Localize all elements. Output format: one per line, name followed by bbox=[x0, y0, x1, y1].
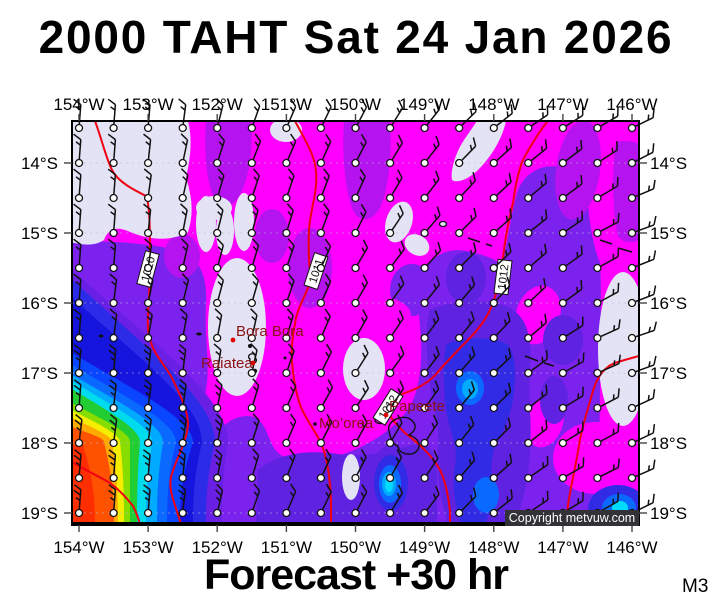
svg-text:148°W: 148°W bbox=[468, 95, 519, 114]
svg-text:Papeete: Papeete bbox=[389, 398, 445, 415]
svg-text:149°W: 149°W bbox=[399, 538, 450, 557]
svg-text:154°W: 154°W bbox=[53, 95, 104, 114]
svg-text:Forecast +30 hr: Forecast +30 hr bbox=[204, 551, 509, 599]
svg-text:151°W: 151°W bbox=[261, 95, 312, 114]
svg-text:153°W: 153°W bbox=[122, 538, 173, 557]
svg-text:153°W: 153°W bbox=[122, 95, 173, 114]
svg-text:1012: 1012 bbox=[496, 264, 511, 291]
svg-text:152°W: 152°W bbox=[192, 538, 243, 557]
svg-text:147°W: 147°W bbox=[537, 538, 588, 557]
svg-text:Mo’orea: Mo’orea bbox=[319, 415, 374, 432]
svg-text:14°S: 14°S bbox=[21, 154, 58, 173]
svg-text:151°W: 151°W bbox=[261, 538, 312, 557]
svg-text:16°S: 16°S bbox=[650, 294, 687, 313]
svg-text:150°W: 150°W bbox=[330, 538, 381, 557]
svg-text:2000 TAHT Sat 24 Jan 2026: 2000 TAHT Sat 24 Jan 2026 bbox=[39, 11, 674, 63]
svg-text:17°S: 17°S bbox=[21, 364, 58, 383]
svg-text:19°S: 19°S bbox=[650, 504, 687, 523]
svg-text:19°S: 19°S bbox=[21, 504, 58, 523]
svg-text:14°S: 14°S bbox=[650, 154, 687, 173]
svg-text:146°W: 146°W bbox=[606, 538, 657, 557]
svg-text:152°W: 152°W bbox=[192, 95, 243, 114]
svg-text:17°S: 17°S bbox=[650, 364, 687, 383]
svg-text:15°S: 15°S bbox=[650, 224, 687, 243]
svg-text:18°S: 18°S bbox=[650, 434, 687, 453]
svg-text:18°S: 18°S bbox=[21, 434, 58, 453]
svg-text:148°W: 148°W bbox=[468, 538, 519, 557]
svg-text:M3: M3 bbox=[682, 576, 708, 597]
svg-text:150°W: 150°W bbox=[330, 95, 381, 114]
svg-text:Raiatea: Raiatea bbox=[201, 355, 253, 372]
svg-text:Copyright metvuw.com: Copyright metvuw.com bbox=[509, 511, 635, 525]
svg-text:149°W: 149°W bbox=[399, 95, 450, 114]
svg-text:16°S: 16°S bbox=[21, 294, 58, 313]
svg-text:Bora Bora: Bora Bora bbox=[236, 323, 304, 340]
svg-text:147°W: 147°W bbox=[537, 95, 588, 114]
svg-text:146°W: 146°W bbox=[606, 95, 657, 114]
svg-text:154°W: 154°W bbox=[53, 538, 104, 557]
svg-text:15°S: 15°S bbox=[21, 224, 58, 243]
